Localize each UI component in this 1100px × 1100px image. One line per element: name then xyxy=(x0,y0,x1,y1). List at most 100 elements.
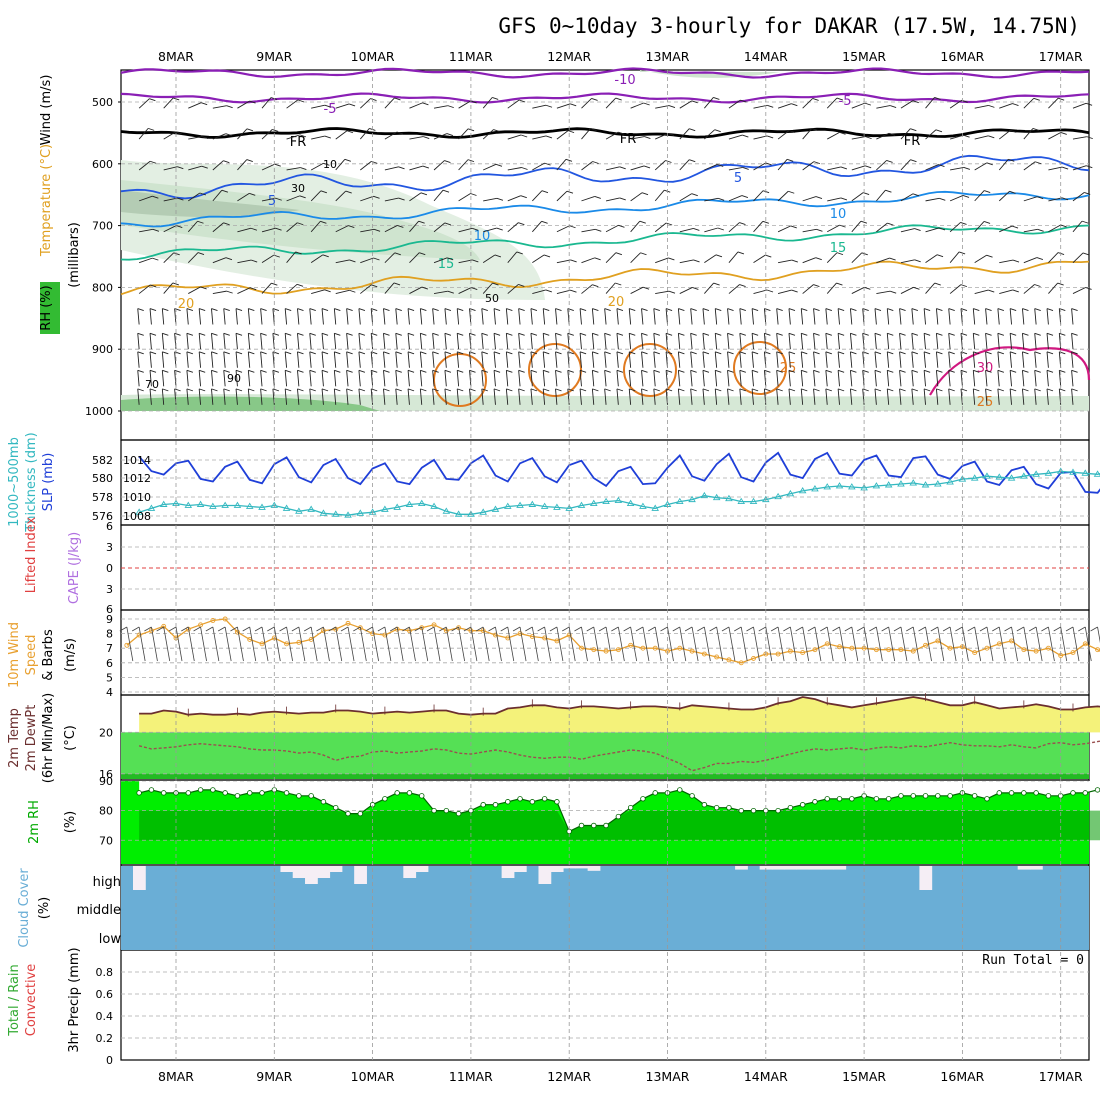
wind-barb xyxy=(532,190,543,202)
surface-wind-barb xyxy=(937,626,945,662)
wind-speed-marker xyxy=(210,618,216,623)
wind-barb xyxy=(813,351,816,368)
wind-barb-flag xyxy=(960,308,968,311)
wind-barb xyxy=(923,351,926,368)
wind-barb-flag xyxy=(934,282,941,286)
wind-barb xyxy=(802,161,815,171)
high-cloud-gap xyxy=(550,866,564,872)
wind-barb-flag xyxy=(506,351,513,355)
wind-barb xyxy=(997,333,1000,350)
wind-barb xyxy=(837,370,840,387)
wind-barb-flag xyxy=(223,332,230,336)
wind-barb xyxy=(825,370,828,387)
wind-speed-marker xyxy=(579,645,584,651)
wind-barb-flag xyxy=(874,308,882,311)
wind-speed-marker xyxy=(628,642,634,648)
wind-barb-flag xyxy=(395,351,402,355)
wind-barb-flag xyxy=(285,369,292,373)
surface-wind-barb xyxy=(1097,626,1100,644)
thickness-marker xyxy=(983,472,991,479)
wind-barb xyxy=(433,160,445,171)
rh-marker xyxy=(824,796,830,802)
wind-barb-flag xyxy=(271,282,278,286)
wind-barb-flag xyxy=(421,286,428,290)
wind-barb-flag xyxy=(604,308,611,311)
wind-barb xyxy=(383,333,386,350)
wind-barb xyxy=(297,351,300,368)
rh-marker xyxy=(1045,793,1052,799)
wind-barb-flag xyxy=(616,308,624,311)
surface-wind-barb xyxy=(568,626,576,662)
wind-barb xyxy=(260,351,263,368)
wind-barb-flag xyxy=(371,284,378,288)
rh-contour-label: 30 xyxy=(291,182,305,195)
wind-barb xyxy=(714,351,718,368)
high-cloud-gap xyxy=(292,866,306,878)
wind-barb-flag xyxy=(839,224,846,228)
wind-barb xyxy=(223,388,226,405)
wind-barb xyxy=(849,370,853,387)
pressure-tick: 700 xyxy=(92,220,113,233)
wind-barb-flag xyxy=(420,332,427,336)
wind-barb-flag xyxy=(924,369,931,373)
wind-barb xyxy=(777,289,792,295)
wind-barb xyxy=(212,189,223,202)
surface-wind-barb xyxy=(765,626,773,662)
wind-barb-flag xyxy=(912,193,920,197)
wind-barb xyxy=(432,308,435,325)
high-cloud-gap xyxy=(538,866,552,884)
wind-barb-flag xyxy=(358,388,366,392)
wind-barb-flag xyxy=(1034,369,1041,373)
wind-barb-flag xyxy=(177,197,184,201)
wind-barb-flag xyxy=(272,388,280,392)
wind-barb xyxy=(899,333,902,350)
isotherm-label: 5 xyxy=(734,171,742,186)
wind-barb-flag xyxy=(469,388,476,392)
rh-marker xyxy=(935,793,941,799)
wind-barb-flag xyxy=(924,308,931,311)
precip-convective-label: Convective xyxy=(24,964,39,1037)
rh-marker xyxy=(652,790,658,796)
wind-barb xyxy=(655,105,670,109)
wind-barb xyxy=(925,197,940,202)
wind-barb xyxy=(677,351,681,368)
pressure-axis-label: (millibars) xyxy=(67,222,82,288)
surface-wind-barb-flag xyxy=(1028,626,1037,632)
wind-barb-flag xyxy=(1059,332,1066,336)
wind-barb xyxy=(800,388,804,405)
wind-barb xyxy=(493,370,496,387)
wind-barb-flag xyxy=(225,133,232,137)
wind-barb-flag xyxy=(653,332,660,336)
wind-barb xyxy=(1021,370,1025,387)
surface-wind-barb-flag xyxy=(365,626,373,632)
wind-barb-flag xyxy=(616,351,624,355)
wind-barb xyxy=(409,102,423,109)
wind-barb-flag xyxy=(1058,97,1065,101)
rh-marker xyxy=(480,802,486,808)
isotherm-label: FR xyxy=(620,132,637,147)
wind-tick: 7 xyxy=(106,642,113,655)
wind-barb xyxy=(360,195,374,202)
isotherm-label: 15 xyxy=(438,257,455,272)
wind-barb-flag xyxy=(371,308,378,311)
wind-barb-flag xyxy=(371,351,378,355)
wind-barb xyxy=(493,388,496,405)
date-label-top: 16MAR xyxy=(940,49,984,64)
surface-wind-barb-flag xyxy=(979,626,988,632)
wind-barb-flag xyxy=(275,227,282,231)
wind-barb xyxy=(261,282,272,294)
wind-barb-flag xyxy=(493,332,501,336)
date-label-bottom: 13MAR xyxy=(646,1069,690,1084)
surface-wind-barb-flag xyxy=(340,626,349,632)
wind-barb-flag xyxy=(899,388,906,392)
wind-barb-flag xyxy=(764,388,771,392)
wind-barb-flag xyxy=(1011,225,1019,229)
wind-barb-flag xyxy=(344,158,351,162)
high-cloud-gap xyxy=(415,866,429,872)
wind-barb-flag xyxy=(1059,369,1066,373)
surface-wind-barb-flag xyxy=(721,626,730,632)
rh-marker xyxy=(1070,790,1076,796)
surface-wind-barb xyxy=(310,626,318,662)
wind-barb-flag xyxy=(604,332,611,336)
thickness-marker xyxy=(344,511,352,518)
